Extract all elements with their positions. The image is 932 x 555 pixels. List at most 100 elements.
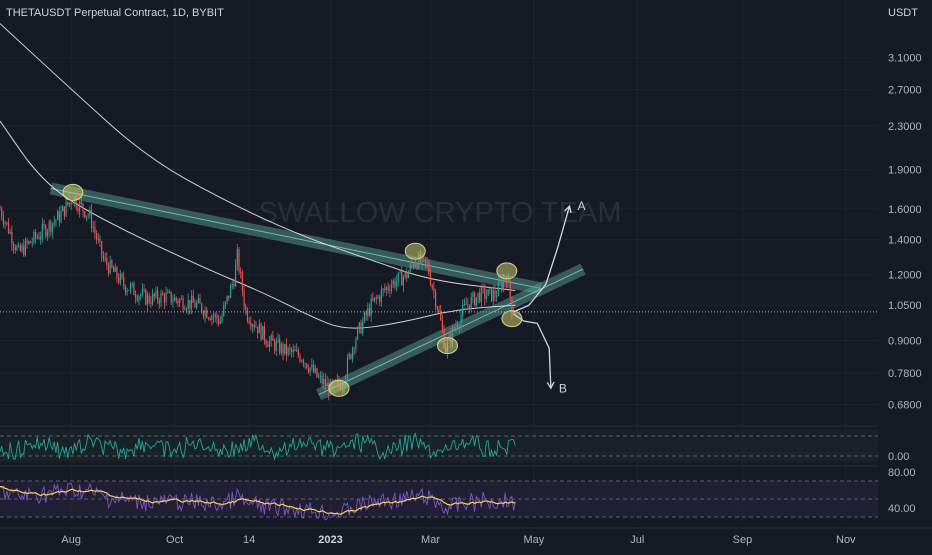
oscillator-pane[interactable] [0,430,878,462]
candle-body [385,287,388,291]
candle-body [96,233,98,240]
candle-body [175,297,177,301]
candle-body [6,222,8,224]
candle-body [26,240,28,244]
candle-body [107,264,110,274]
candle-body [167,291,169,294]
candle-body [97,238,99,240]
candle-body [316,368,318,378]
time-axis[interactable]: Aug Oct 14 2023 Mar May Jul Sep Nov [0,527,932,546]
candle-body [48,221,50,232]
rsi-line [0,482,516,521]
candle-body [0,208,1,210]
candle-body [228,295,230,298]
candle-body [89,209,91,216]
candle-body [124,285,127,293]
candle-body [101,241,103,256]
candle-body [70,202,72,205]
candle-body [119,273,121,283]
candle-body [19,245,21,251]
candle-body [441,320,443,329]
pivot-marker [62,183,84,201]
time-tick-label: Mar [421,534,440,546]
candle-body [377,296,379,299]
candle-body [407,271,410,279]
candle-body [438,309,440,312]
candle-body [241,272,243,292]
candle-body [112,267,115,272]
candle-body [211,316,213,321]
oscillator-line [0,432,516,461]
candle-body [492,290,494,302]
candle-body [136,297,138,301]
candle-body [87,215,89,217]
candle-body [358,322,360,328]
candle-body [189,299,191,309]
candle-body [409,264,411,272]
candle-body [428,262,430,275]
candle-body [102,255,104,260]
candle-body [80,201,82,204]
price-tick-label: 1.9000 [888,165,922,177]
candle-body [126,290,128,293]
candle-body [18,245,20,247]
candle-body [240,271,242,273]
candle-body [311,364,313,368]
candle-body [62,206,64,212]
candle-body [357,327,359,340]
candle-body [331,380,333,383]
candle-body [23,245,25,256]
candle-body [260,323,262,340]
pivot-marker [501,310,523,328]
candle-body [146,295,149,305]
candle-body [180,298,182,300]
candle-body [373,297,376,301]
candle-body [150,302,152,304]
candle-body [106,258,108,265]
candle-body [268,340,271,348]
candle-body [307,368,310,372]
price-tick-label: 0.9000 [888,335,922,347]
candle-body [41,224,43,237]
candle-body [9,231,11,234]
candle-body [216,314,218,320]
scenario-label-a: A [578,199,586,213]
candle-body [196,302,198,308]
watermark-text: SWALLOW CRYPTO TEAM [258,197,621,229]
candle-body [2,217,4,224]
time-tick-label: Jul [630,534,644,546]
price-axis[interactable]: 3.1000 2.7000 2.3000 1.9000 1.6000 1.4000 1.20… [878,0,932,528]
candle-body [406,271,408,279]
candle-body [114,266,116,272]
candle-body [224,301,227,306]
candle-body [421,255,423,263]
symbol-title[interactable]: THETAUSDT Perpetual Contract, 1D, BYBIT [6,7,224,19]
candle-body [99,238,101,242]
pivot-marker [404,242,426,260]
candle-body [429,274,432,286]
candle-body [179,299,181,304]
candle-body [424,257,427,262]
time-tick-label: Aug [61,534,81,546]
candle-body [265,340,267,345]
candle-body [292,349,294,353]
rsi-pane[interactable] [0,480,878,521]
candle-body [309,367,311,372]
candle-body [318,376,320,378]
candle-body [351,348,354,359]
candle-body [455,326,457,329]
candle-body [204,309,206,317]
candle-body [382,288,384,291]
candle-body [31,242,33,243]
candle-body [435,291,437,307]
candle-body [390,285,393,291]
scenario-label-b: B [559,381,567,395]
pivot-marker [436,337,458,355]
candle-body [509,279,511,298]
candle-body [490,287,493,302]
candle-body [346,357,349,377]
candle-body [131,283,133,285]
candle-body [277,339,279,342]
candle-body [306,363,308,369]
